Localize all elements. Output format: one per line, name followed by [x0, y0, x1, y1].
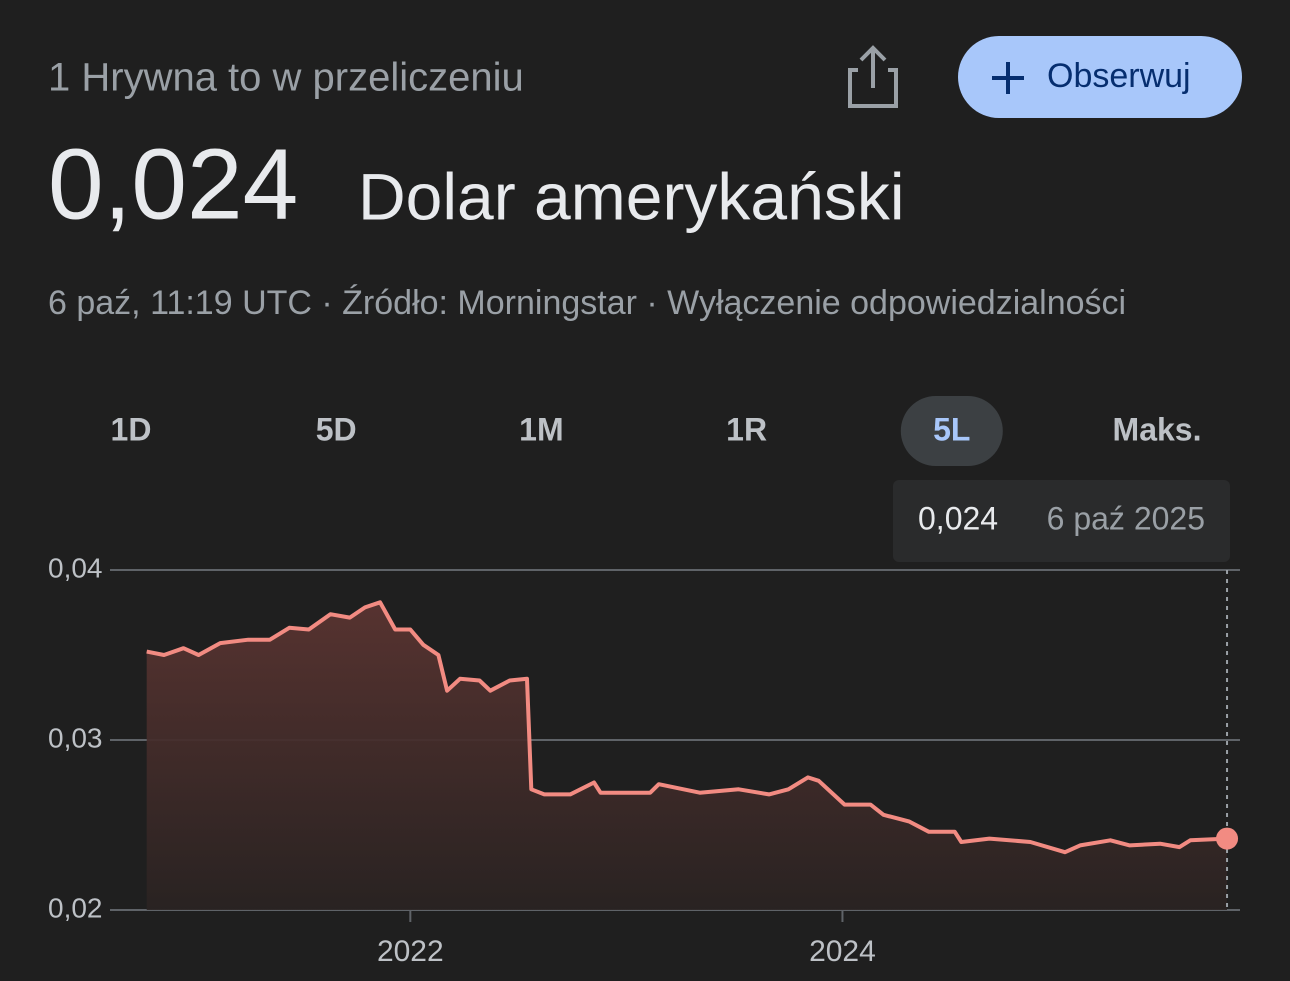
y-tick-label: 0,04 [48, 552, 103, 583]
area [146, 602, 1228, 910]
chart: 0,02 0,03 0,04 2022 2024 [48, 552, 1240, 968]
x-tick-label: 2024 [809, 935, 876, 968]
x-tick-label: 2022 [377, 935, 444, 968]
y-tick-label: 0,03 [48, 722, 103, 753]
share-icon [848, 68, 898, 108]
quote-meta: 6 paź, 11:19 UTC · Źródło: Morningstar ·… [48, 284, 1126, 322]
tab-label: 1R [726, 411, 767, 447]
y-tick-label: 0,02 [48, 892, 103, 923]
share-arrow [859, 45, 887, 88]
tab-label: 1M [519, 411, 563, 447]
tooltip-bg [893, 480, 1230, 562]
header-title: 1 Hrywna to w przeliczeniu [48, 56, 524, 100]
tab-label: 5D [316, 411, 357, 447]
tab-label: Maks. [1113, 411, 1202, 447]
range-tab[interactable]: 5D [316, 411, 357, 447]
share-button[interactable] [848, 45, 898, 108]
tooltip-date: 6 paź 2025 [1047, 500, 1205, 536]
range-tab[interactable]: 1R [726, 411, 767, 447]
range-tab[interactable]: 1D [111, 411, 152, 447]
tab-selected-bg [900, 396, 1003, 466]
tab-label: 1D [111, 411, 152, 447]
follow-label: Obserwuj [1047, 57, 1191, 95]
range-tab[interactable]: 1M [519, 411, 563, 447]
tooltip-value: 0,024 [918, 500, 998, 536]
follow-button-bg [958, 36, 1242, 118]
quote-value: 0,024 [48, 128, 298, 240]
follow-button[interactable]: Obserwuj [958, 36, 1242, 118]
plus-icon [992, 62, 1024, 94]
tab-label: 5L [933, 411, 970, 447]
range-tab[interactable]: 5L [900, 396, 1003, 466]
line [146, 600, 1228, 855]
end-point [1216, 827, 1239, 850]
range-tab[interactable]: Maks. [1113, 411, 1202, 447]
tooltip: 0,024 6 paź 2025 [893, 480, 1230, 562]
range-tabs: 1D 5D 1M 1R 5L Maks. [111, 396, 1202, 466]
quote-currency: Dolar amerykański [358, 159, 905, 233]
